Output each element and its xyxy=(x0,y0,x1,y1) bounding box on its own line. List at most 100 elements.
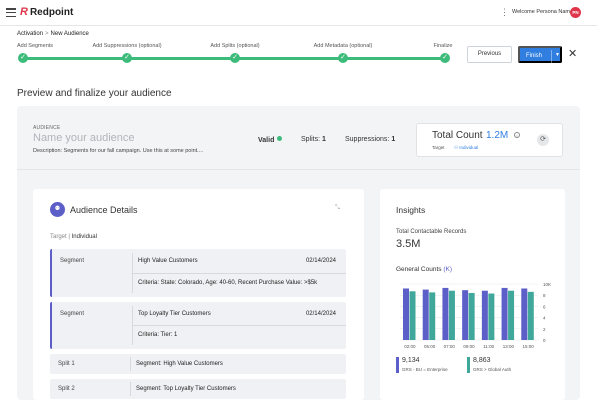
segment-criteria: Criteria: Tier: 1 xyxy=(138,332,178,338)
logo-mark-icon: R xyxy=(20,6,28,18)
step-label: Add Suppressions (optional) xyxy=(92,43,162,49)
welcome-text: Welcome Persona Name xyxy=(512,9,574,15)
contactable-value: 3.5M xyxy=(396,238,421,250)
details-target-value: Individual xyxy=(71,234,97,240)
general-counts-label: General Counts (K) xyxy=(396,266,452,273)
x-tick-label: 05:00 xyxy=(424,344,436,349)
suppressions-label: Suppressions: xyxy=(345,136,390,143)
divider xyxy=(130,357,131,371)
check-icon: ✓ xyxy=(18,53,28,63)
legend-value: 9,134 xyxy=(402,357,420,364)
breadcrumb-current: New Audience xyxy=(50,31,89,37)
split-kind: Split 2 xyxy=(58,386,75,392)
more-options-icon[interactable]: ⋮ xyxy=(500,7,509,17)
divider xyxy=(132,325,346,326)
y-tick-label: 8 xyxy=(543,293,546,298)
valid-dot-icon xyxy=(277,136,283,141)
caret-down-icon[interactable]: ▼ xyxy=(555,52,560,58)
legend-value: 8,863 xyxy=(473,357,491,364)
info-icon[interactable]: i xyxy=(514,132,520,138)
legend-name: GRS > Global Auth xyxy=(473,367,512,372)
finish-button[interactable]: Finish ▼ xyxy=(518,46,562,63)
breadcrumb-separator: > xyxy=(45,31,49,37)
splits-value: 1 xyxy=(322,136,326,143)
x-tick-label: 13:00 xyxy=(503,344,515,349)
check-icon: ✓ xyxy=(122,53,132,63)
audience-header xyxy=(17,106,580,170)
split-card[interactable]: Split 2 Segment: Top Loyalty Tier Custom… xyxy=(50,379,346,399)
step-label: Finalize xyxy=(433,43,453,49)
collapse-icon[interactable]: ⤡ xyxy=(335,205,340,211)
split-kind: Split 1 xyxy=(58,361,75,367)
audience-description: Description: Segments for our fall campa… xyxy=(33,148,204,154)
y-tick-label: 4 xyxy=(543,316,546,321)
y-tick-label: 2 xyxy=(543,327,546,332)
check-icon: ✓ xyxy=(338,53,348,63)
segment-date: 02/14/2024 xyxy=(305,311,336,317)
y-tick-label: 6 xyxy=(543,304,546,309)
details-target-label: Target xyxy=(50,234,67,240)
bar xyxy=(527,291,534,340)
target-value[interactable]: ⚇ Individual xyxy=(454,145,479,150)
y-tick-label: 0 xyxy=(543,338,546,343)
x-tick-label: 09:00 xyxy=(463,344,475,349)
general-counts-text: General Counts xyxy=(396,266,442,273)
segment-kind: Segment xyxy=(60,258,85,264)
splits-label: Splits: xyxy=(301,136,321,143)
page-title: Preview and finalize your audience xyxy=(17,88,172,99)
segment-name: High Value Customers xyxy=(138,258,198,264)
x-tick-label: 15:00 xyxy=(523,344,535,349)
bar xyxy=(508,290,515,340)
logo-text: Redpoint xyxy=(29,6,74,18)
audience-details-title: Audience Details xyxy=(70,205,138,215)
breadcrumb: Activation > New Audience xyxy=(17,31,89,37)
bar xyxy=(422,289,429,340)
split-card[interactable]: Split 1 Segment: High Value Customers xyxy=(50,354,346,374)
general-counts-chart: 10K 8 6 4 2 0 02:00 05:00 07:00 09:00 11:00 13:00 15… xyxy=(400,282,551,349)
legend-name: GRS - BU = Enterprise xyxy=(402,367,448,372)
refresh-icon[interactable]: ⟳ xyxy=(537,134,549,146)
step-label: Add Splits (optional) xyxy=(210,43,260,49)
segment-name: Top Loyalty Tier Customers xyxy=(138,311,211,317)
valid-status: Valid xyxy=(258,136,283,144)
bar xyxy=(521,288,528,340)
insights-title: Insights xyxy=(396,205,426,215)
segment-kind: Segment xyxy=(60,311,85,317)
legend-swatch xyxy=(467,357,470,373)
bar xyxy=(442,287,449,340)
close-icon[interactable]: ✕ xyxy=(568,48,578,60)
bar xyxy=(403,288,409,340)
x-tick-label: 02:00 xyxy=(404,344,416,349)
splits-count: Splits: 1 xyxy=(301,136,326,143)
check-icon: ✓ xyxy=(230,53,240,63)
valid-label: Valid xyxy=(258,137,275,144)
general-counts-unit: (K) xyxy=(443,266,453,273)
bar xyxy=(409,291,416,340)
avatar[interactable]: PN xyxy=(570,7,581,18)
target-value-text: Individual xyxy=(459,145,479,150)
bar xyxy=(481,290,488,340)
y-tick-label: 10K xyxy=(543,282,551,287)
audience-icon: ⚉ xyxy=(50,202,65,217)
step-label: Add Segments xyxy=(16,43,54,49)
logo[interactable]: R Redpoint xyxy=(20,6,73,18)
segment-card[interactable]: Segment High Value Customers 02/14/2024 … xyxy=(50,249,346,297)
breadcrumb-parent[interactable]: Activation xyxy=(17,31,44,37)
contactable-label: Total Contactable Records xyxy=(396,229,467,235)
step-label: Add Metadata (optional) xyxy=(313,43,373,49)
total-count-card: Total Count 1.2M i Target ⚇ Individual ⟳ xyxy=(416,123,563,157)
split-value: Segment: Top Loyalty Tier Customers xyxy=(136,386,236,392)
check-icon: ✓ xyxy=(440,53,450,63)
segment-card[interactable]: Segment Top Loyalty Tier Customers 02/14… xyxy=(50,302,346,349)
total-count-value: 1.2M xyxy=(486,130,509,141)
divider xyxy=(130,382,131,396)
bar xyxy=(488,293,495,340)
menu-icon[interactable] xyxy=(6,8,16,18)
bar xyxy=(448,290,455,340)
audience-caption: AUDIENCE xyxy=(33,125,61,131)
audience-name-input[interactable]: Name your audience xyxy=(33,132,135,144)
previous-button[interactable]: Previous xyxy=(467,46,512,63)
x-tick-label: 11:00 xyxy=(483,344,494,349)
legend-swatch xyxy=(396,357,399,373)
bar xyxy=(429,292,436,340)
